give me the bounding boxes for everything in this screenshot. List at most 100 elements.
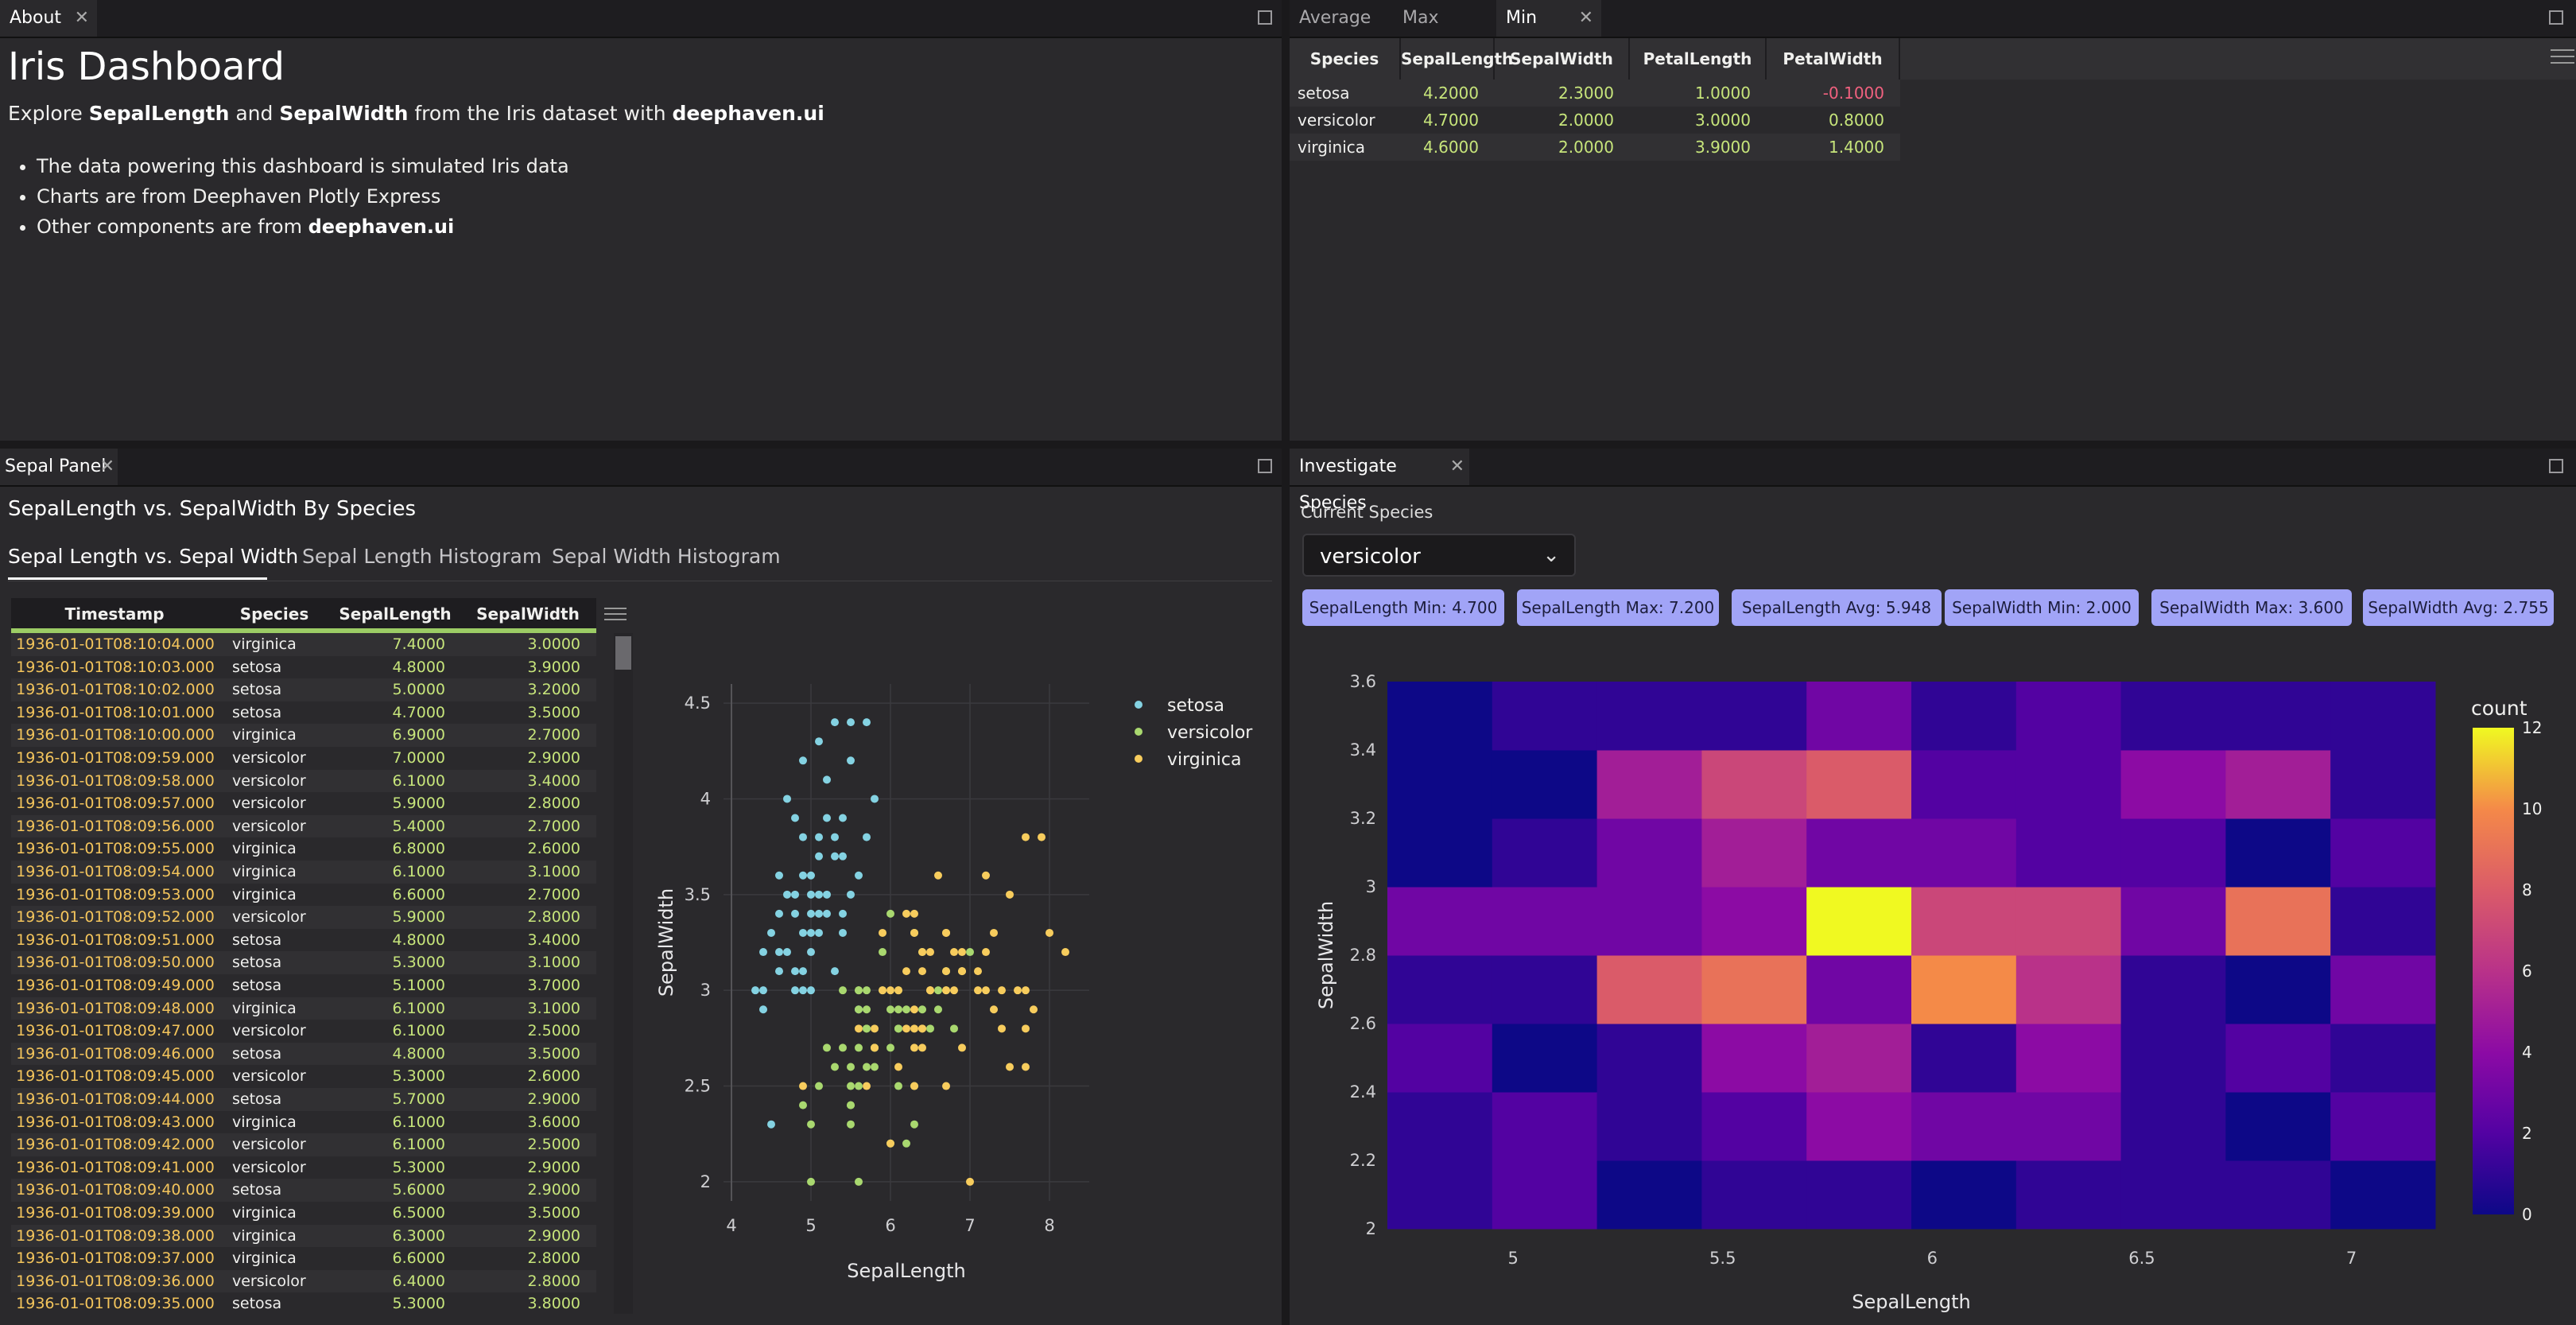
data-point-setosa	[799, 967, 807, 976]
heatmap-cell	[1701, 887, 1807, 956]
data-point-virginica	[910, 1043, 918, 1052]
data-point-setosa	[759, 986, 767, 995]
heatmap-cell	[1492, 887, 1598, 956]
value-cell: 3.0000	[527, 635, 580, 653]
data-point-versicolor	[863, 1005, 871, 1014]
legend-marker	[1135, 755, 1143, 763]
data-point-versicolor	[823, 1043, 831, 1052]
data-point-virginica	[918, 948, 926, 957]
data-point-virginica	[942, 986, 950, 995]
close-icon[interactable]: ✕	[74, 8, 89, 28]
data-point-setosa	[815, 737, 823, 746]
data-point-virginica	[942, 1082, 950, 1090]
data-point-virginica	[942, 928, 950, 937]
data-point-virginica	[918, 1043, 926, 1052]
x-tick-label: 6.5	[2128, 1249, 2155, 1268]
hamburger-icon[interactable]	[604, 606, 627, 622]
species-cell: virginica	[232, 1226, 297, 1245]
value-cell: 3.5000	[527, 703, 580, 721]
data-point-versicolor	[950, 1024, 958, 1033]
species-picker[interactable]: versicolor ⌄	[1302, 534, 1576, 577]
value-cell: 2.5000	[527, 1022, 580, 1040]
data-point-setosa	[847, 718, 855, 727]
badge-sepalwidth-avg: SepalWidth Avg: 2.755	[2363, 589, 2554, 626]
heatmap-cell	[2015, 682, 2122, 751]
hamburger-icon[interactable]	[2551, 48, 2574, 65]
value-cell: 3.8000	[527, 1295, 580, 1313]
data-point-virginica	[902, 909, 910, 918]
heatmap-cell	[1911, 1024, 2017, 1093]
value-cell: 6.8000	[392, 840, 445, 858]
heatmap-cell	[1387, 1160, 1493, 1230]
timestamp-cell: 1936-01-01T08:09:59.000	[16, 749, 215, 767]
tab-sepal-panel[interactable]: Sepal Panel ✕	[0, 449, 118, 485]
timestamp-cell: 1936-01-01T08:09:46.000	[16, 1044, 215, 1063]
data-point-setosa	[807, 871, 815, 880]
sepal-header: SepalLength vs. SepalWidth By Species	[8, 497, 417, 521]
value-cell: 7.0000	[392, 749, 445, 767]
heatmap-cell	[2330, 750, 2436, 819]
data-point-setosa	[791, 814, 799, 822]
timestamp-cell: 1936-01-01T08:09:47.000	[16, 1022, 215, 1040]
data-point-versicolor	[894, 1005, 902, 1014]
data-point-setosa	[799, 833, 807, 841]
grid-scrollbar[interactable]	[614, 633, 633, 1314]
heatmap-cell	[2015, 818, 2122, 888]
value-cell: 5.4000	[392, 817, 445, 835]
sepal-grid[interactable]: Timestamp Species SepalLength SepalWidth 193…	[11, 598, 596, 1314]
data-point-virginica	[950, 986, 958, 995]
timestamp-cell: 1936-01-01T08:09:48.000	[16, 999, 215, 1017]
value-cell: 6.1000	[392, 1136, 445, 1154]
heatmap-cell	[2225, 955, 2331, 1024]
data-point-setosa	[831, 833, 839, 841]
heatmap-cell	[1492, 1024, 1598, 1093]
tab-min[interactable]: Min ✕	[1496, 0, 1601, 37]
table-row	[1290, 134, 1900, 161]
tab-max[interactable]: Max	[1393, 0, 1496, 37]
data-point-versicolor	[902, 1139, 910, 1148]
stats-grid[interactable]: Species SepalLength SepalWidth PetalLength P…	[1290, 38, 2576, 197]
heatmap-cell	[1596, 1024, 1702, 1093]
table-row	[11, 655, 596, 679]
close-icon[interactable]: ✕	[1578, 8, 1593, 28]
y-tick-label: 3.5	[685, 885, 711, 904]
subtab-scatter[interactable]: Sepal Length vs. Sepal Width	[8, 545, 299, 568]
species-cell: setosa	[232, 681, 282, 699]
x-tick-label: 7	[2346, 1249, 2357, 1268]
table-row	[11, 1042, 596, 1066]
data-point-virginica	[934, 871, 942, 880]
close-icon[interactable]: ✕	[1449, 457, 1465, 476]
tab-investigate-species[interactable]: Investigate Species ✕	[1290, 449, 1469, 513]
value-cell: 2.9000	[527, 749, 580, 767]
table-row	[11, 724, 596, 748]
maximize-icon[interactable]	[1258, 459, 1272, 473]
y-tick-label: 4	[700, 789, 711, 808]
tab-about[interactable]: About ✕	[0, 0, 97, 37]
tab-average[interactable]: Average	[1290, 0, 1393, 37]
heatmap-cell	[2120, 955, 2226, 1024]
heatmap-cell	[2225, 1024, 2331, 1093]
heatmap-cell	[1387, 1092, 1493, 1161]
scatter-chart[interactable]: 4 5 6 7 8 2 2.5 3 3.5 4 4.5 SepalLength SepalWidth se…	[652, 668, 1256, 1320]
value-cell: 2.6000	[527, 1067, 580, 1086]
value-cell: 2.5000	[527, 1136, 580, 1154]
maximize-icon[interactable]	[1258, 10, 1272, 25]
data-point-setosa	[767, 1120, 775, 1129]
scrollbar-thumb[interactable]	[615, 636, 631, 670]
data-point-setosa	[775, 967, 783, 976]
grid-header-bg	[1290, 38, 2576, 80]
value-cell: 6.1000	[392, 1113, 445, 1131]
heatmap-cell	[1492, 682, 1598, 751]
subtab-length-histogram[interactable]: Sepal Length Histogram	[302, 545, 542, 568]
species-cell: virginica	[232, 999, 297, 1017]
table-row	[11, 633, 596, 656]
heatmap-cell	[2120, 1092, 2226, 1161]
heatmap-chart[interactable]: 5 5.5 6 6.5 7 2 2.2 2.4 2.6 2.8 3 3.2 3.4 3.6 SepalLen…	[1304, 660, 2568, 1320]
value-cell: 3.1000	[527, 999, 580, 1017]
data-point-virginica	[942, 967, 950, 976]
heatmap-cell	[2330, 955, 2436, 1024]
close-icon[interactable]: ✕	[99, 457, 114, 476]
maximize-icon[interactable]	[2549, 10, 2563, 25]
maximize-icon[interactable]	[2549, 459, 2563, 473]
subtab-width-histogram[interactable]: Sepal Width Histogram	[552, 545, 781, 568]
